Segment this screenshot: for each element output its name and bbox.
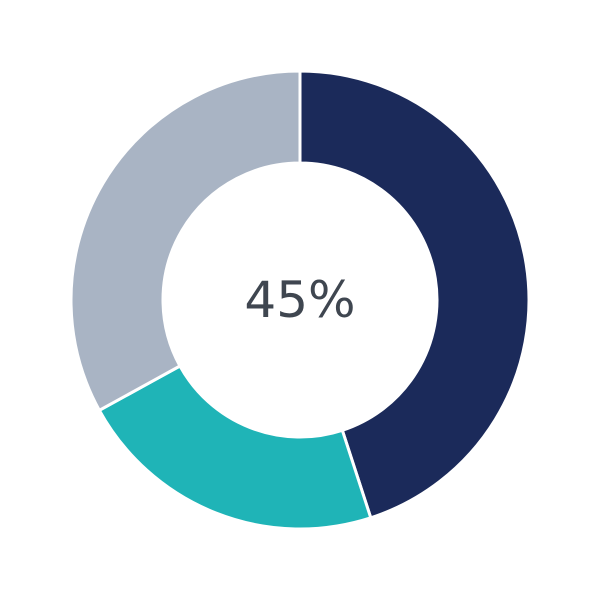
donut-slice-2 [97,363,373,531]
donut-slice-1 [298,69,531,520]
donut-slice-3 [69,69,302,413]
